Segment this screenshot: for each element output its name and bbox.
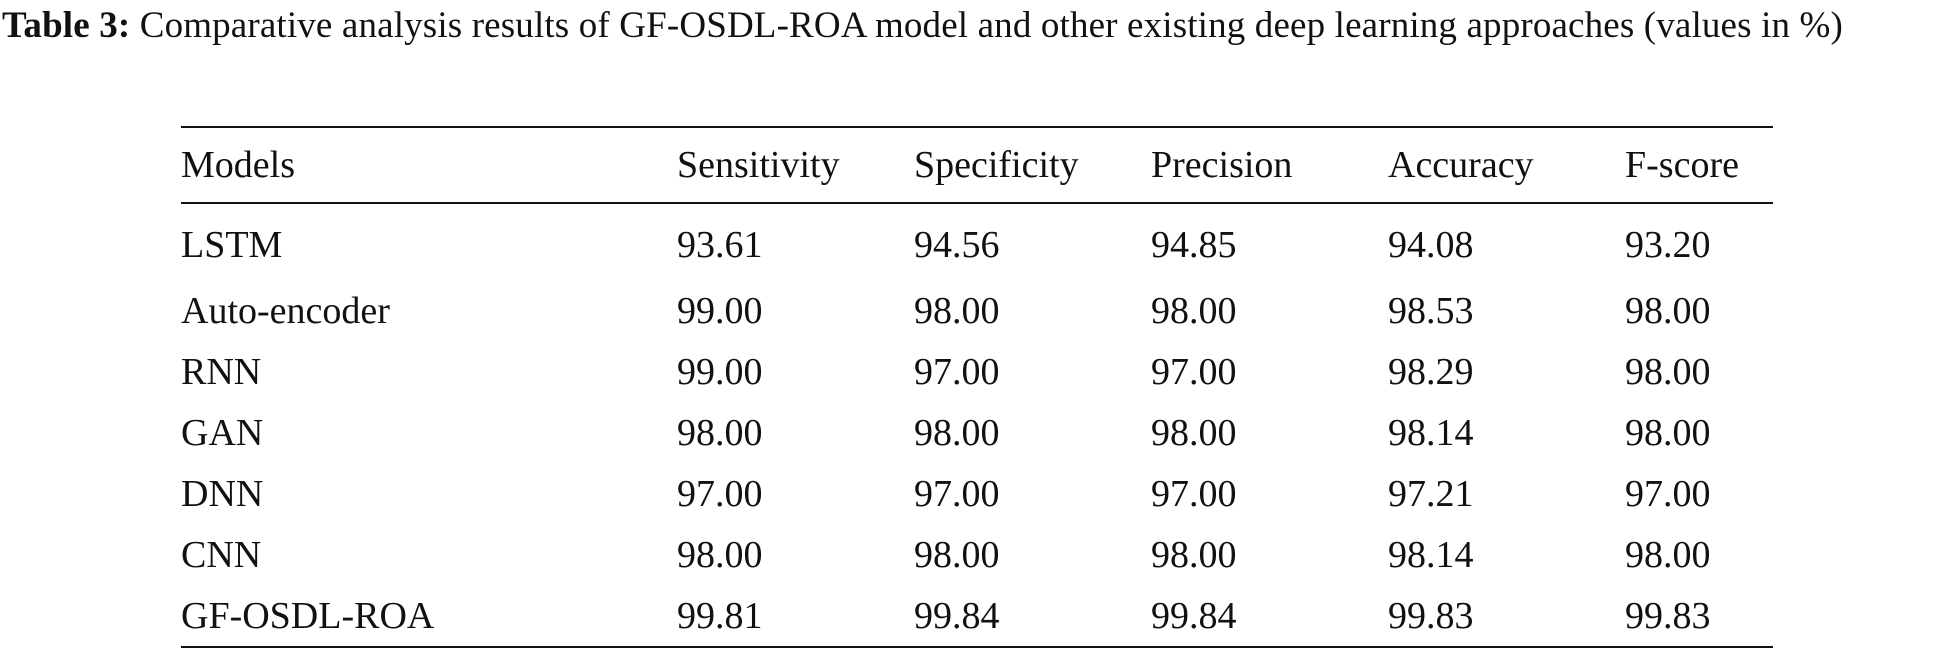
cell-f-score: 93.20 — [1625, 224, 1711, 266]
cell-sensitivity: 99.81 — [677, 594, 763, 637]
header-sensitivity: Sensitivity — [677, 144, 840, 186]
cell-precision: 98.00 — [1151, 289, 1237, 332]
cell-accuracy: 97.21 — [1388, 472, 1474, 515]
cell-accuracy: 98.53 — [1388, 289, 1474, 332]
header-accuracy: Accuracy — [1388, 144, 1534, 186]
header-precision: Precision — [1151, 144, 1293, 186]
cell-model: GAN — [181, 411, 264, 454]
cell-precision: 98.00 — [1151, 411, 1237, 454]
cell-specificity: 97.00 — [914, 350, 1000, 393]
table-row: GAN 98.00 98.00 98.00 98.14 98.00 — [181, 402, 1773, 463]
cell-model: Auto-encoder — [181, 289, 390, 332]
cell-sensitivity: 98.00 — [677, 533, 763, 576]
table-body: LSTM 93.61 94.56 94.85 94.08 93.20 Auto-… — [181, 203, 1773, 647]
results-table: Models Sensitivity Specificity Precision… — [181, 126, 1773, 648]
cell-model: RNN — [181, 350, 262, 393]
header-f-score: F-score — [1625, 144, 1739, 186]
cell-specificity: 97.00 — [914, 472, 1000, 515]
cell-specificity: 94.56 — [914, 224, 1000, 266]
table-header: Models Sensitivity Specificity Precision… — [181, 127, 1773, 203]
cell-sensitivity: 97.00 — [677, 472, 763, 515]
cell-f-score: 98.00 — [1625, 350, 1711, 393]
cell-precision: 97.00 — [1151, 472, 1237, 515]
cell-model: CNN — [181, 533, 262, 576]
cell-accuracy: 98.14 — [1388, 533, 1474, 576]
cell-f-score: 98.00 — [1625, 533, 1711, 576]
header-models: Models — [181, 144, 295, 186]
cell-accuracy: 98.14 — [1388, 411, 1474, 454]
table-row: Auto-encoder 99.00 98.00 98.00 98.53 98.… — [181, 280, 1773, 341]
cell-precision: 94.85 — [1151, 224, 1237, 266]
cell-sensitivity: 93.61 — [677, 224, 763, 266]
cell-f-score: 98.00 — [1625, 289, 1711, 332]
cell-accuracy: 99.83 — [1388, 594, 1474, 637]
cell-model: DNN — [181, 472, 264, 515]
cell-model: GF-OSDL-ROA — [181, 594, 435, 637]
cell-f-score: 97.00 — [1625, 472, 1711, 515]
cell-f-score: 99.83 — [1625, 594, 1711, 637]
cell-precision: 99.84 — [1151, 594, 1237, 637]
cell-specificity: 98.00 — [914, 411, 1000, 454]
table-row: CNN 98.00 98.00 98.00 98.14 98.00 — [181, 524, 1773, 585]
table-caption-text: Comparative analysis results of GF-OSDL-… — [130, 5, 1843, 46]
header-row: Models Sensitivity Specificity Precision… — [181, 127, 1773, 203]
table-row: RNN 99.00 97.00 97.00 98.29 98.00 — [181, 341, 1773, 402]
cell-accuracy: 98.29 — [1388, 350, 1474, 393]
cell-specificity: 99.84 — [914, 594, 1000, 637]
cell-model: LSTM — [181, 224, 283, 266]
cell-sensitivity: 99.00 — [677, 289, 763, 332]
cell-sensitivity: 98.00 — [677, 411, 763, 454]
table-row: LSTM 93.61 94.56 94.85 94.08 93.20 — [181, 203, 1773, 280]
results-table-container: Models Sensitivity Specificity Precision… — [181, 126, 1773, 648]
table-caption: Table 3: Comparative analysis results of… — [2, 2, 1952, 49]
table-row: DNN 97.00 97.00 97.00 97.21 97.00 — [181, 463, 1773, 524]
cell-specificity: 98.00 — [914, 289, 1000, 332]
cell-f-score: 98.00 — [1625, 411, 1711, 454]
cell-sensitivity: 99.00 — [677, 350, 763, 393]
table-caption-label: Table 3: — [2, 5, 131, 46]
header-specificity: Specificity — [914, 144, 1079, 186]
cell-precision: 97.00 — [1151, 350, 1237, 393]
cell-accuracy: 94.08 — [1388, 224, 1474, 266]
cell-precision: 98.00 — [1151, 533, 1237, 576]
cell-specificity: 98.00 — [914, 533, 1000, 576]
table-row: GF-OSDL-ROA 99.81 99.84 99.84 99.83 99.8… — [181, 585, 1773, 647]
